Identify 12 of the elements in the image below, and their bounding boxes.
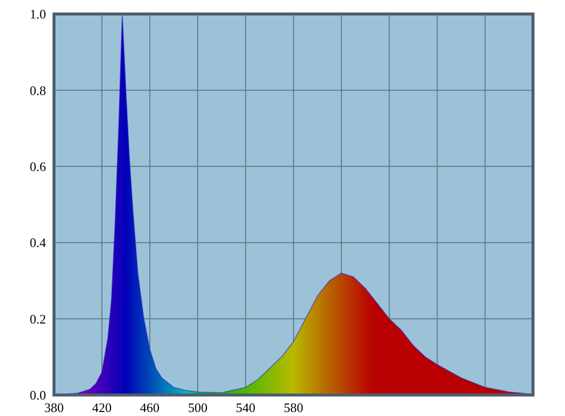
y-tick-label: 1.0 — [30, 6, 46, 22]
y-tick-label: 0.6 — [30, 158, 46, 174]
x-tick-label: 420 — [92, 400, 112, 415]
x-tick-label: 380 — [44, 400, 64, 415]
x-tick-label: 460 — [140, 400, 160, 415]
x-tick-label: 540 — [236, 400, 256, 415]
x-tick-label: 500 — [188, 400, 208, 415]
y-tick-label: 0.4 — [30, 235, 46, 250]
x-tick-label: 580 — [284, 400, 304, 415]
y-tick-label: 0.8 — [30, 82, 46, 98]
y-tick-label: 0.0 — [30, 388, 46, 403]
y-tick-label: 0.2 — [30, 311, 46, 326]
